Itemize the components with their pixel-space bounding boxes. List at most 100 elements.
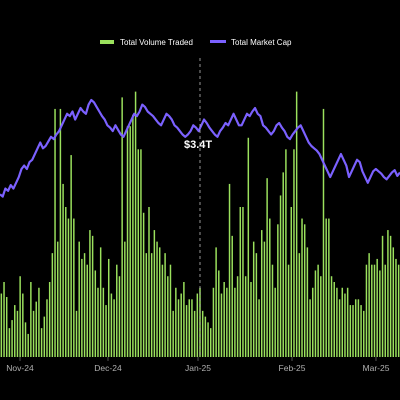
volume-bar[interactable] (384, 264, 386, 357)
volume-bar[interactable] (172, 310, 174, 357)
volume-bar[interactable] (287, 264, 290, 357)
market-cap-line[interactable] (0, 98, 400, 198)
volume-bar[interactable] (242, 207, 244, 357)
volume-bar[interactable] (220, 293, 223, 357)
volume-bar[interactable] (320, 276, 322, 357)
volume-bar[interactable] (126, 126, 129, 357)
volume-bar[interactable] (255, 253, 258, 357)
volume-bar[interactable] (397, 264, 400, 357)
volume-bar[interactable] (210, 328, 212, 357)
volume-bar[interactable] (349, 305, 352, 357)
volume-bar[interactable] (75, 310, 78, 357)
volume-bar[interactable] (258, 299, 260, 357)
volume-bar[interactable] (110, 293, 113, 357)
volume-bar[interactable] (263, 241, 266, 357)
volume-bar[interactable] (379, 270, 381, 357)
volume-bar[interactable] (62, 183, 64, 357)
volume-bar[interactable] (261, 230, 263, 357)
volume-bar[interactable] (236, 276, 239, 357)
volume-bar[interactable] (218, 270, 220, 357)
volume-bar[interactable] (333, 282, 335, 357)
volume-bar[interactable] (193, 310, 196, 357)
volume-bar[interactable] (338, 299, 341, 357)
volume-bar[interactable] (282, 172, 284, 357)
volume-bar[interactable] (158, 247, 161, 357)
volume-bar[interactable] (376, 258, 378, 357)
volume-bar[interactable] (252, 241, 255, 357)
volume-bar[interactable] (8, 328, 11, 357)
volume-bar[interactable] (24, 322, 27, 357)
volume-bar[interactable] (285, 149, 287, 357)
volume-bar[interactable] (250, 282, 252, 357)
volume-bar[interactable] (389, 235, 392, 357)
volume-bar[interactable] (43, 316, 46, 357)
volume-bar[interactable] (354, 299, 357, 357)
volume-bar[interactable] (116, 264, 118, 357)
volume-bar[interactable] (185, 305, 188, 357)
volume-bar[interactable] (381, 235, 384, 357)
volume-bar[interactable] (368, 253, 370, 357)
volume-bar[interactable] (191, 299, 193, 357)
volume-bar[interactable] (175, 287, 177, 357)
volume-bar[interactable] (11, 320, 13, 357)
volume-bar[interactable] (105, 305, 107, 357)
volume-bar[interactable] (86, 264, 88, 357)
volume-bar[interactable] (271, 264, 274, 357)
volume-bar[interactable] (134, 91, 137, 358)
volume-bar[interactable] (371, 264, 373, 357)
volume-bar[interactable] (295, 91, 298, 358)
volume-bar[interactable] (113, 299, 115, 357)
volume-bar[interactable] (330, 276, 333, 357)
volume-bar[interactable] (124, 241, 126, 357)
volume-bar[interactable] (38, 287, 40, 357)
volume-bar[interactable] (177, 299, 180, 357)
volume-bar[interactable] (328, 218, 330, 357)
volume-bar[interactable] (121, 97, 123, 357)
volume-bar[interactable] (70, 155, 72, 357)
volume-bar[interactable] (59, 108, 62, 357)
volume-bar[interactable] (132, 114, 134, 357)
volume-bar[interactable] (54, 108, 56, 357)
volume-bar[interactable] (365, 264, 368, 357)
volume-bar[interactable] (140, 149, 142, 357)
volume-bar[interactable] (346, 287, 349, 357)
volume-bar[interactable] (226, 287, 228, 357)
volume-bar[interactable] (325, 218, 327, 357)
volume-bar[interactable] (5, 297, 8, 357)
volume-bar[interactable] (363, 310, 365, 357)
volume-bar[interactable] (142, 212, 145, 357)
volume-bar[interactable] (387, 230, 389, 357)
volume-bar[interactable] (65, 207, 67, 357)
volume-bar[interactable] (279, 195, 282, 357)
volume-bar[interactable] (150, 253, 153, 357)
volume-bar[interactable] (352, 305, 354, 357)
volume-bar[interactable] (215, 247, 217, 357)
volume-bar[interactable] (78, 241, 80, 357)
volume-bar[interactable] (301, 218, 303, 357)
volume-bar[interactable] (274, 287, 276, 357)
volume-bar[interactable] (46, 299, 48, 357)
legend-item-market-cap[interactable]: Total Market Cap (210, 38, 292, 47)
volume-bar[interactable] (16, 310, 19, 357)
volume-bar[interactable] (314, 270, 317, 357)
volume-bar[interactable] (167, 276, 169, 357)
volume-bar[interactable] (360, 305, 362, 357)
volume-bar[interactable] (164, 253, 166, 357)
legend-item-volume[interactable]: Total Volume Traded (100, 38, 193, 47)
volume-bar[interactable] (102, 287, 105, 357)
volume-bar[interactable] (336, 287, 338, 357)
volume-bar[interactable] (56, 241, 59, 357)
volume-bar[interactable] (81, 258, 83, 357)
volume-bar[interactable] (97, 287, 99, 357)
volume-bar[interactable] (22, 293, 24, 357)
volume-bar[interactable] (161, 264, 164, 357)
volume-bar[interactable] (91, 235, 94, 357)
volume-bar[interactable] (73, 218, 75, 357)
volume-bar[interactable] (196, 293, 199, 357)
volume-bar[interactable] (207, 322, 209, 357)
volume-bar[interactable] (107, 258, 110, 357)
volume-bar[interactable] (27, 333, 29, 357)
volume-bar[interactable] (48, 282, 51, 357)
volume-bar[interactable] (180, 293, 182, 357)
volume-bar[interactable] (67, 218, 70, 357)
